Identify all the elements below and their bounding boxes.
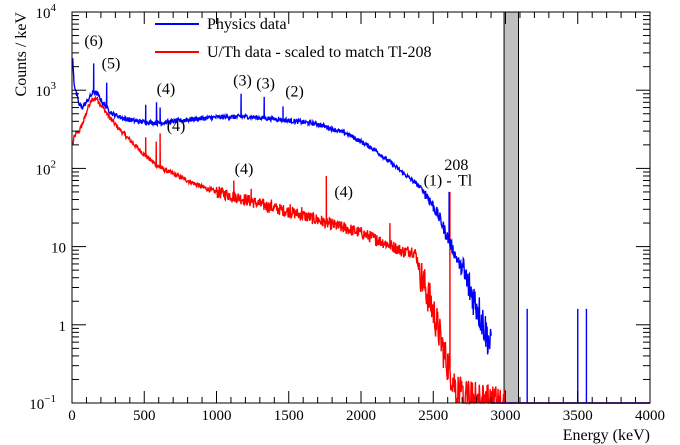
legend-label-1: U/Th data - scaled to match Tl-208 <box>207 44 432 61</box>
y-tick-label: 10 <box>51 241 66 257</box>
peak-annotation: (5) <box>102 55 121 72</box>
excluded-energy-band <box>504 12 518 403</box>
peak-annotation: (1) - <box>424 173 452 190</box>
peak-annotation: (4) <box>334 184 353 201</box>
x-tick-label: 0 <box>68 408 76 424</box>
x-tick-label: 3000 <box>491 408 521 424</box>
peak-annotation: (3) <box>233 72 252 89</box>
x-tick-label: 1000 <box>202 408 232 424</box>
peak-annotation: (4) <box>167 118 186 135</box>
peak-annotation: (4) <box>157 81 176 98</box>
x-tick-label: 500 <box>133 408 156 424</box>
peak-annotation: (3) <box>256 76 275 93</box>
y-tick-label: 104 <box>36 2 57 22</box>
peak-annotation: (4) <box>235 161 254 178</box>
peak-annotation: 208 <box>444 157 468 174</box>
plot-frame <box>72 12 650 403</box>
legend-label-0: Physics data <box>207 16 287 33</box>
peak-annotation: (2) <box>285 84 304 101</box>
y-tick-label: 10−1 <box>29 393 56 413</box>
x-tick-label: 2500 <box>418 408 448 424</box>
y-tick-label: 103 <box>36 80 57 100</box>
x-tick-label: 2000 <box>346 408 376 424</box>
x-tick-label: 1500 <box>274 408 304 424</box>
x-tick-label: 4000 <box>635 408 665 424</box>
peak-annotation: (6) <box>84 33 103 50</box>
x-axis-title: Energy (keV) <box>563 427 650 444</box>
x-tick-label: 3500 <box>563 408 593 424</box>
peak-annotation: Tl <box>458 173 473 190</box>
series-line-1 <box>73 97 506 403</box>
y-axis-title: Counts / keV <box>13 12 30 97</box>
y-tick-label: 102 <box>36 158 57 178</box>
y-tick-label: 1 <box>59 319 67 335</box>
